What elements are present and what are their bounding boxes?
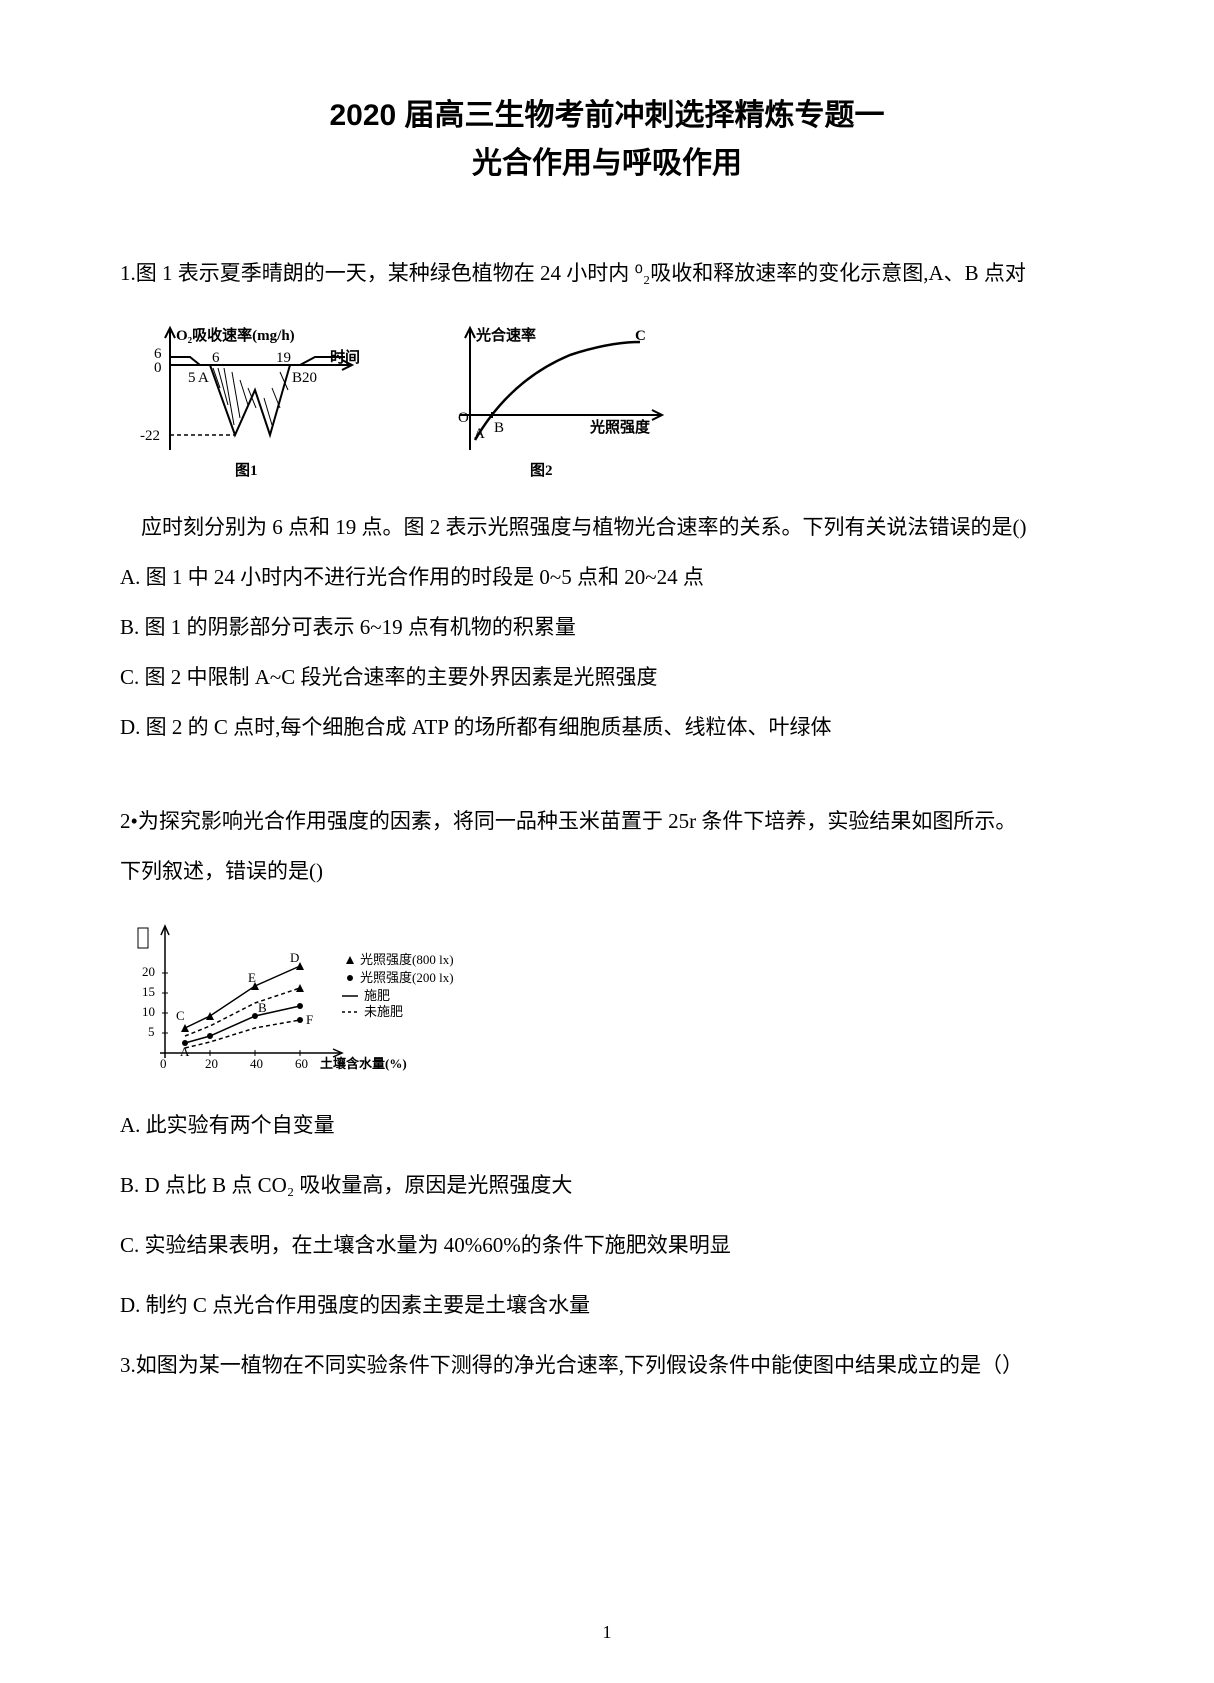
q2-stem-line1: 2•为探究影响光合作用强度的因素，将同一品种玉米苗置于 25r 条件下培养，实验… bbox=[120, 800, 1094, 842]
fig2-pt-C: C bbox=[635, 328, 646, 344]
q2-legend-0: 光照强度(800 lx) bbox=[360, 952, 454, 967]
q1-stem-line2: 应时刻分别为 6 点和 19 点。图 2 表示光照强度与植物光合速率的关系。下列… bbox=[120, 506, 1094, 548]
fig1-y-label: O₂吸收速率(mg/h) bbox=[176, 326, 295, 344]
q1-opt-c: C. 图 2 中限制 A~C 段光合速率的主要外界因素是光照强度 bbox=[120, 656, 1094, 698]
fig2-x-label: 光照强度 bbox=[589, 418, 651, 436]
q1-opt-d: D. 图 2 的 C 点时,每个细胞合成 ATP 的场所都有细胞质基质、线粒体、… bbox=[120, 706, 1094, 748]
q1-figure-svg: O₂吸收速率(mg/h) 6 0 -22 bbox=[120, 310, 720, 490]
q2-ytick-15: 15 bbox=[142, 984, 155, 999]
q2-xtick-20: 20 bbox=[205, 1056, 218, 1071]
fig1-ytick-neg22: -22 bbox=[140, 428, 160, 444]
fig1-mark-B: B bbox=[292, 370, 302, 386]
q1-figures: O₂吸收速率(mg/h) 6 0 -22 bbox=[120, 310, 1094, 490]
fig1-caption: 图1 bbox=[235, 462, 258, 479]
q2-xtick-40: 40 bbox=[250, 1056, 263, 1071]
fig1-xtick-5: 5 bbox=[188, 370, 196, 386]
q2-opt-c: C. 实验结果表明，在土壤含水量为 40%60%的条件下施肥效果明显 bbox=[120, 1224, 1094, 1266]
fig1-x-label: 时间 bbox=[330, 348, 360, 366]
q1-opt-a: A. 图 1 中 24 小时内不进行光合作用的时段是 0~5 点和 20~24 … bbox=[120, 556, 1094, 598]
q2-figure-svg: 5 10 15 20 0 20 40 60 土壤含水量(%) bbox=[120, 908, 500, 1088]
q2-opt-b: B. D 点比 B 点 CO₂ 吸收量高，原因是光照强度大 bbox=[120, 1164, 1094, 1206]
q1-stem-line1: 1.图 1 表示夏季晴朗的一天，某种绿色植物在 24 小时内 ⁰₂吸收和释放速率… bbox=[120, 252, 1094, 294]
q2-pt-F: F bbox=[306, 1012, 313, 1027]
title-main: 2020 届高三生物考前冲刺选择精炼专题一 bbox=[120, 90, 1094, 134]
fig2-caption: 图2 bbox=[530, 462, 553, 479]
title-sub: 光合作用与呼吸作用 bbox=[120, 138, 1094, 182]
fig1-ytick-0: 0 bbox=[154, 360, 162, 376]
q2-ytick-10: 10 bbox=[142, 1004, 155, 1019]
q2-opt-d: D. 制约 C 点光合作用强度的因素主要是土壤含水量 bbox=[120, 1284, 1094, 1326]
fig1-xtick-19: 19 bbox=[276, 350, 291, 366]
q2-pt-C: C bbox=[176, 1008, 185, 1023]
q2-opt-a: A. 此实验有两个自变量 bbox=[120, 1104, 1094, 1146]
q2-legend-2: 施肥 bbox=[364, 988, 390, 1003]
q2-legend-3: 未施肥 bbox=[364, 1004, 403, 1019]
q2-ytick-5: 5 bbox=[148, 1024, 155, 1039]
q3-stem: 3.如图为某一植物在不同实验条件下测得的净光合速率,下列假设条件中能使图中结果成… bbox=[120, 1344, 1094, 1386]
fig2-pt-A: A bbox=[474, 426, 485, 442]
fig2-pt-B: B bbox=[494, 420, 504, 436]
q2-pt-D: D bbox=[290, 950, 299, 965]
q2-xtick-60: 60 bbox=[295, 1056, 308, 1071]
q2-pt-B: B bbox=[258, 1000, 267, 1015]
page-number: 1 bbox=[0, 1622, 1214, 1643]
fig1-mark-A: A bbox=[198, 370, 209, 386]
q2-pt-A: A bbox=[180, 1044, 190, 1059]
q2-legend-1: 光照强度(200 lx) bbox=[360, 970, 454, 985]
q2-pt-E: E bbox=[248, 970, 256, 985]
q2-x-label: 土壤含水量(%) bbox=[320, 1056, 407, 1071]
q2-stem-line2: 下列叙述，错误的是() bbox=[120, 850, 1094, 892]
fig1-xtick-6: 6 bbox=[212, 350, 220, 366]
page: 2020 届高三生物考前冲刺选择精炼专题一 光合作用与呼吸作用 1.图 1 表示… bbox=[0, 0, 1214, 1683]
q2-figure: 5 10 15 20 0 20 40 60 土壤含水量(%) bbox=[120, 908, 1094, 1088]
fig2-O: O bbox=[458, 410, 469, 426]
q2-ytick-20: 20 bbox=[142, 964, 155, 979]
fig1-xtick-20: 20 bbox=[302, 370, 317, 386]
q1-opt-b: B. 图 1 的阴影部分可表示 6~19 点有机物的积累量 bbox=[120, 606, 1094, 648]
q2-xtick-0: 0 bbox=[160, 1056, 167, 1071]
fig2-y-label: 光合速率 bbox=[475, 326, 536, 344]
